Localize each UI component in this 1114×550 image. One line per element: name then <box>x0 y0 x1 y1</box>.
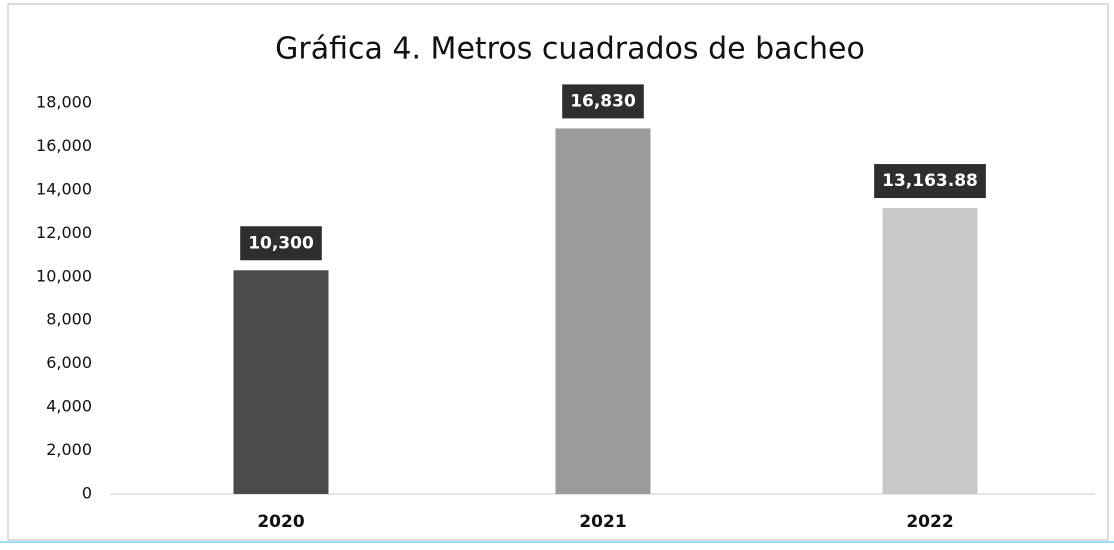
y-tick-label: 0 <box>82 484 92 503</box>
value-label: 10,300 <box>248 233 314 253</box>
value-label-box <box>874 164 986 199</box>
y-tick-label: 18,000 <box>36 93 92 112</box>
y-tick-label: 4,000 <box>46 397 92 416</box>
value-label: 16,830 <box>570 91 636 111</box>
y-tick-label: 6,000 <box>46 353 92 372</box>
y-tick-label: 14,000 <box>36 179 92 198</box>
bar <box>882 208 978 494</box>
x-tick-label: 2022 <box>906 512 953 532</box>
x-tick-label: 2021 <box>579 512 626 532</box>
value-label-box <box>562 84 644 119</box>
y-tick-label: 10,000 <box>36 266 92 285</box>
y-tick-label: 2,000 <box>46 440 92 459</box>
y-tick-label: 12,000 <box>36 223 92 242</box>
y-tick-label: 16,000 <box>36 136 92 155</box>
bar <box>233 270 329 494</box>
bar <box>555 128 651 495</box>
value-label-box <box>240 226 322 261</box>
chart-title: Gráfica 4. Metros cuadrados de bacheo <box>275 32 865 67</box>
x-tick-label: 2020 <box>257 512 304 532</box>
value-label: 13,163.88 <box>882 171 978 191</box>
y-tick-label: 8,000 <box>46 310 92 329</box>
